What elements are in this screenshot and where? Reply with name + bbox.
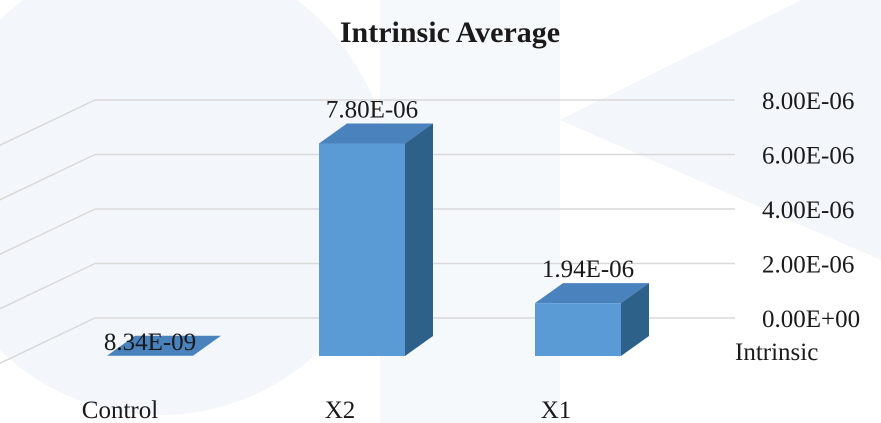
y-tick-label: 6.00E-06	[762, 143, 854, 170]
x-category-label: Control	[82, 397, 158, 423]
y-tick-label: 4.00E-06	[762, 197, 854, 224]
x-category-label: X2	[325, 397, 356, 423]
bar	[535, 303, 621, 356]
category-labels: Control X2 X1	[82, 397, 571, 423]
x-category-label: X1	[541, 397, 572, 423]
bars	[107, 123, 649, 356]
bar	[319, 143, 405, 356]
gridline-depth	[0, 99, 96, 147]
data-label: 8.34E-09	[104, 329, 196, 356]
data-label: 1.94E-06	[542, 256, 634, 283]
data-label: 7.80E-06	[326, 96, 418, 123]
gridline-depth	[0, 262, 96, 310]
y-tick-label: 8.00E-06	[762, 88, 854, 115]
gridline-depth	[0, 317, 96, 365]
bar-side	[405, 123, 433, 356]
bar-top	[319, 123, 433, 144]
y-tick-label: 0.00E+00	[762, 306, 860, 333]
gridline-depth	[0, 153, 96, 201]
gridline-depth	[0, 208, 96, 256]
depth-axis-label: Intrinsic	[735, 339, 818, 366]
bar-top	[107, 335, 221, 356]
bar-side	[621, 283, 649, 356]
bar-top	[535, 283, 649, 304]
y-tick-label: 2.00E-06	[762, 252, 854, 279]
y-axis-ticks: 0.00E+00 2.00E-06 4.00E-06 6.00E-06 8.00E-06	[762, 88, 860, 333]
data-labels: 8.34E-09 7.80E-06 1.94E-06	[104, 96, 634, 355]
chart-title: Intrinsic Average	[340, 16, 560, 49]
